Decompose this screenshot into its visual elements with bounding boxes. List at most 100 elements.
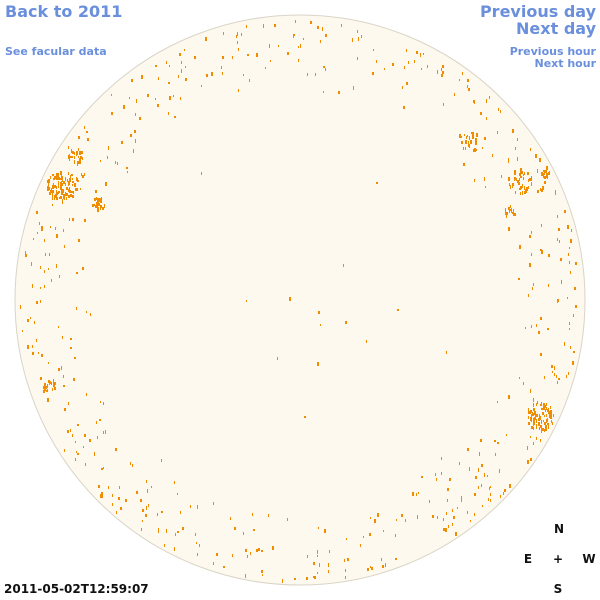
facula-speck	[82, 175, 84, 178]
facula-speck	[185, 78, 187, 81]
facula-speck	[531, 325, 532, 328]
facula-speck	[241, 33, 242, 36]
facula-speck	[307, 555, 308, 558]
facula-speck	[313, 562, 315, 565]
facula-speck	[548, 425, 549, 429]
facula-speck	[100, 160, 101, 162]
facula-speck	[77, 161, 79, 164]
facula-speck	[78, 156, 79, 158]
facula-speck	[367, 568, 369, 571]
facula-speck	[508, 158, 509, 161]
facula-speck	[547, 176, 548, 179]
facula-speck	[61, 181, 62, 183]
facula-speck	[134, 130, 136, 133]
facula-speck	[97, 200, 99, 204]
facula-speck	[371, 567, 373, 570]
previous-hour-link[interactable]: Previous hour	[509, 45, 596, 58]
facula-speck	[515, 191, 516, 194]
facula-speck	[559, 240, 560, 243]
facula-speck	[205, 37, 207, 41]
facula-speck	[324, 529, 326, 533]
facula-speck	[68, 155, 70, 159]
facula-speck	[524, 172, 525, 175]
facula-speck	[546, 414, 547, 417]
facula-speck	[52, 388, 53, 391]
facula-speck	[467, 448, 469, 451]
facula-speck	[484, 473, 485, 477]
facula-speck	[384, 68, 385, 70]
facula-speck	[146, 506, 147, 510]
facula-speck	[543, 403, 545, 407]
facula-speck	[322, 27, 323, 31]
facula-speck	[527, 172, 529, 175]
facula-speck	[32, 345, 33, 348]
facula-speck	[62, 336, 63, 339]
facula-speck	[447, 499, 448, 502]
facula-speck	[435, 473, 436, 476]
facula-speck	[84, 434, 86, 437]
facula-speck	[528, 416, 529, 419]
facula-speck	[270, 60, 271, 62]
facula-speck	[490, 486, 491, 488]
facula-speck	[39, 222, 40, 225]
facula-speck	[520, 192, 521, 195]
compass-center-cross: +	[552, 552, 564, 566]
facula-speck	[325, 68, 326, 71]
facula-speck	[101, 492, 103, 495]
facula-speck	[131, 79, 133, 82]
facula-speck	[459, 462, 460, 465]
next-day-link[interactable]: Next day	[516, 19, 596, 38]
facula-speck	[141, 75, 143, 79]
facula-speck	[54, 176, 56, 179]
facula-speck	[547, 409, 548, 412]
facula-speck	[201, 85, 202, 87]
facula-speck	[97, 203, 99, 206]
facula-speck	[510, 205, 511, 208]
facula-speck	[79, 151, 81, 155]
facula-speck	[72, 151, 74, 154]
facula-speck	[197, 553, 198, 556]
facula-speck	[346, 538, 347, 540]
facula-speck	[125, 499, 127, 502]
facula-speck	[508, 177, 510, 181]
facula-speck	[551, 365, 553, 368]
facula-speck	[514, 213, 516, 216]
back-to-year-link[interactable]: Back to 2011	[5, 2, 123, 21]
facula-speck	[482, 505, 483, 507]
facula-speck	[403, 106, 405, 109]
facula-speck	[417, 515, 418, 519]
facula-speck	[572, 361, 574, 365]
facula-speck	[537, 414, 538, 417]
facula-speck	[466, 136, 467, 139]
facula-speck	[174, 547, 175, 551]
facula-speck	[44, 270, 45, 273]
facula-speck	[531, 426, 533, 429]
facula-speck	[303, 38, 304, 40]
facula-speck	[115, 161, 116, 164]
facula-speck	[518, 278, 520, 280]
facula-speck	[71, 191, 73, 193]
facula-speck	[59, 177, 60, 180]
facula-speck	[94, 198, 95, 200]
facula-speck	[530, 458, 532, 461]
facula-speck	[107, 156, 108, 159]
facula-speck	[338, 91, 340, 94]
next-hour-link[interactable]: Next hour	[534, 57, 597, 70]
facula-speck	[243, 532, 244, 535]
facula-speck	[392, 63, 394, 66]
facula-speck	[112, 494, 113, 497]
facula-speck	[126, 167, 128, 169]
facula-speck	[298, 46, 299, 48]
facula-speck	[529, 178, 531, 181]
facula-speck	[55, 194, 57, 198]
facula-speck	[68, 146, 69, 149]
facula-speck	[177, 493, 178, 495]
see-facular-data-link[interactable]: See facular data	[5, 45, 107, 58]
facula-speck	[553, 414, 554, 417]
facula-speck	[112, 503, 113, 506]
previous-day-link[interactable]: Previous day	[479, 2, 596, 21]
facula-speck	[546, 173, 548, 176]
facula-speck	[536, 403, 537, 406]
facula-speck	[395, 534, 396, 537]
